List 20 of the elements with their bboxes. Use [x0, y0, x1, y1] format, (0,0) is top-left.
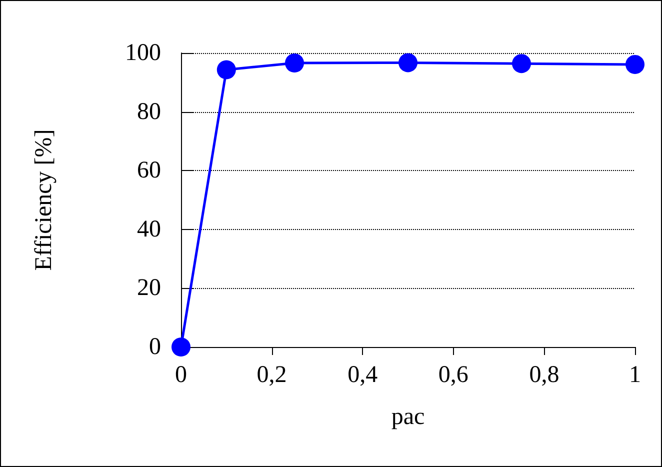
y-axis-title: Efficiency [%]: [31, 129, 57, 271]
point: [285, 54, 304, 72]
point: [512, 54, 531, 74]
y-tick-label: 100: [125, 40, 161, 66]
x-tick-label: 0,2: [256, 362, 287, 388]
x-tick-label: 0: [175, 362, 187, 388]
x-tick-label: 1: [629, 362, 641, 388]
y-tick-label: 60: [137, 158, 161, 184]
point: [172, 338, 190, 356]
x-tick-label: 0,8: [529, 362, 560, 388]
point: [398, 53, 418, 72]
y-tick-label: 20: [137, 275, 161, 302]
y-tick-label: 40: [137, 216, 161, 242]
x-tick-label: 0,4: [348, 362, 378, 388]
x-tick-label: 0,6: [438, 362, 468, 388]
y-tick-label: 80: [137, 98, 161, 125]
point: [626, 54, 644, 74]
point: [216, 60, 236, 80]
y-tick-label: 0: [149, 334, 161, 360]
x-axis-title: pac: [391, 404, 425, 430]
